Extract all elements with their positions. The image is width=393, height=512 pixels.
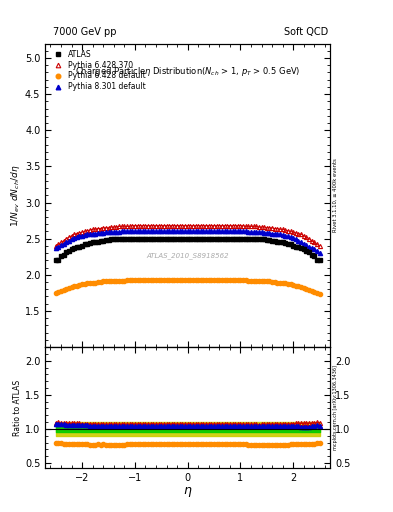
ATLAS bbox=[72, 245, 77, 251]
Pythia 8.301 default bbox=[241, 228, 245, 234]
Text: ATLAS_2010_S8918562: ATLAS_2010_S8918562 bbox=[146, 252, 229, 260]
Line: Pythia 8.301 default: Pythia 8.301 default bbox=[54, 229, 321, 255]
X-axis label: $\eta$: $\eta$ bbox=[183, 485, 193, 499]
Text: 7000 GeV pp: 7000 GeV pp bbox=[53, 27, 117, 37]
Pythia 6.428 370 bbox=[254, 223, 259, 229]
ATLAS bbox=[122, 236, 127, 242]
Pythia 6.428 370 bbox=[317, 243, 322, 249]
Text: Rivet 3.1.10, ≥ 400k events: Rivet 3.1.10, ≥ 400k events bbox=[333, 158, 338, 232]
Pythia 6.428 370 bbox=[119, 223, 124, 229]
Pythia 6.428 default bbox=[241, 277, 245, 283]
Line: Pythia 6.428 370: Pythia 6.428 370 bbox=[54, 224, 321, 248]
Pythia 6.428 default bbox=[317, 291, 322, 297]
ATLAS bbox=[241, 236, 245, 242]
ATLAS bbox=[53, 257, 58, 263]
Text: Charged Particle$\eta$ Distribution($N_{ch}$ > 1, $p_T$ > 0.5 GeV): Charged Particle$\eta$ Distribution($N_{… bbox=[75, 65, 300, 78]
ATLAS bbox=[177, 236, 182, 242]
Text: mcplots.cern.ch [arXiv:1306.3436]: mcplots.cern.ch [arXiv:1306.3436] bbox=[333, 366, 338, 450]
Pythia 8.301 default bbox=[254, 229, 259, 235]
Pythia 8.301 default bbox=[72, 235, 77, 241]
Pythia 8.301 default bbox=[53, 245, 58, 251]
Pythia 6.428 default bbox=[214, 277, 219, 283]
Pythia 8.301 default bbox=[122, 228, 127, 234]
Y-axis label: Ratio to ATLAS: Ratio to ATLAS bbox=[13, 380, 22, 436]
Pythia 6.428 default bbox=[119, 278, 124, 284]
Y-axis label: $1/N_{ev}$ $dN_{ch}/d\eta$: $1/N_{ev}$ $dN_{ch}/d\eta$ bbox=[9, 164, 22, 226]
Text: Soft QCD: Soft QCD bbox=[284, 27, 328, 37]
Pythia 6.428 default bbox=[53, 290, 58, 296]
Legend: ATLAS, Pythia 6.428 370, Pythia 6.428 default, Pythia 8.301 default: ATLAS, Pythia 6.428 370, Pythia 6.428 de… bbox=[49, 47, 148, 94]
Pythia 6.428 370 bbox=[214, 223, 219, 229]
Pythia 6.428 370 bbox=[241, 223, 245, 229]
Pythia 8.301 default bbox=[177, 228, 182, 234]
ATLAS bbox=[254, 236, 259, 242]
Pythia 6.428 370 bbox=[177, 223, 182, 229]
Pythia 6.428 370 bbox=[130, 223, 135, 229]
Pythia 6.428 default bbox=[72, 283, 77, 289]
Pythia 6.428 default bbox=[177, 277, 182, 283]
ATLAS bbox=[117, 236, 121, 242]
ATLAS bbox=[317, 257, 322, 263]
Line: ATLAS: ATLAS bbox=[54, 237, 321, 263]
Pythia 6.428 default bbox=[125, 277, 129, 283]
Pythia 6.428 370 bbox=[72, 231, 77, 238]
Line: Pythia 6.428 default: Pythia 6.428 default bbox=[54, 278, 321, 296]
Pythia 8.301 default bbox=[214, 228, 219, 234]
Pythia 6.428 default bbox=[254, 278, 259, 284]
Pythia 8.301 default bbox=[119, 228, 124, 234]
ATLAS bbox=[214, 236, 219, 242]
Pythia 8.301 default bbox=[317, 250, 322, 256]
Pythia 6.428 370 bbox=[53, 243, 58, 249]
